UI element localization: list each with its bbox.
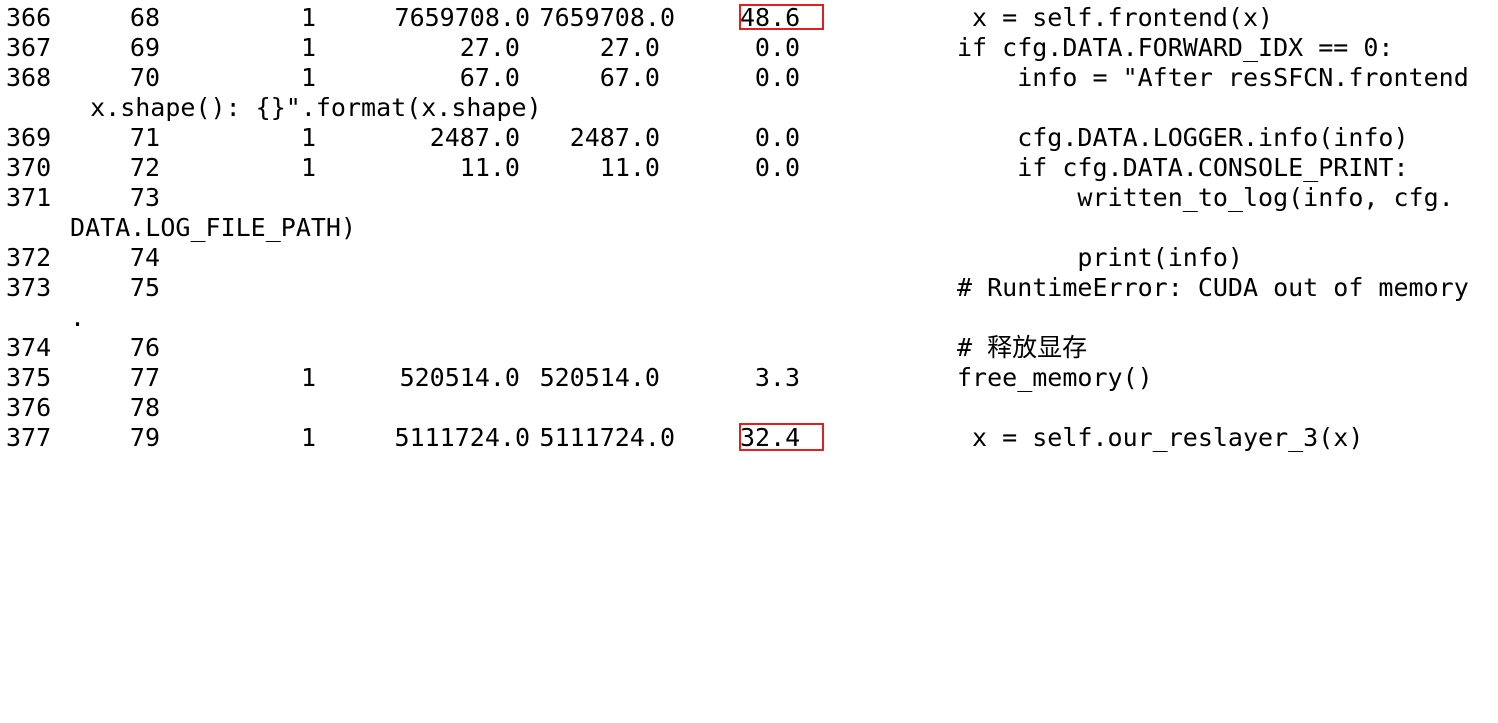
hits: 1 — [300, 3, 316, 32]
source-line-number: 71 — [129, 123, 160, 152]
source-line-number: 75 — [129, 273, 160, 302]
line-number: 377 — [6, 423, 52, 452]
source-line-number: 70 — [129, 63, 160, 92]
percent-time: 0.0 — [754, 33, 800, 62]
wrapped-line: . — [0, 303, 1498, 333]
line-contents: # RuntimeError: CUDA out of memory — [957, 273, 1469, 302]
line-contents: if cfg.DATA.FORWARD_IDX == 0: — [957, 33, 1394, 62]
table-row: 366 68 1 7659708.0 7659708.0 48.6 x = se… — [0, 3, 1498, 33]
table-row: 367 69 1 27.0 27.0 0.0 if cfg.DATA.FORWA… — [0, 33, 1498, 63]
table-row: 376 78 — [0, 393, 1498, 423]
per-hit: 11.0 — [599, 153, 660, 182]
line-number: 373 — [6, 273, 52, 302]
percent-time: 3.3 — [754, 363, 800, 392]
line-number: 368 — [6, 63, 52, 92]
percent-time: 0.0 — [754, 63, 800, 92]
line-number: 372 — [6, 243, 52, 272]
per-hit: 67.0 — [599, 63, 660, 92]
per-hit: 5111724.0 — [539, 423, 675, 452]
highlight-box — [739, 423, 824, 451]
time: 520514.0 — [399, 363, 520, 392]
hits: 1 — [300, 363, 316, 392]
hits: 1 — [300, 423, 316, 452]
time: 11.0 — [459, 153, 520, 182]
source-line-number: 76 — [129, 333, 160, 362]
per-hit: 2487.0 — [569, 123, 660, 152]
hits: 1 — [300, 33, 316, 62]
hits: 1 — [300, 123, 316, 152]
line-number: 366 — [6, 3, 52, 32]
line-contents: info = "After resSFCN.frontend — [957, 63, 1469, 92]
percent-time: 32.4 — [740, 423, 801, 452]
time: 67.0 — [459, 63, 520, 92]
per-hit: 520514.0 — [539, 363, 660, 392]
table-row: 370 72 1 11.0 11.0 0.0 if cfg.DATA.CONSO… — [0, 153, 1498, 183]
line-number: 371 — [6, 183, 52, 212]
table-row: 368 70 1 67.0 67.0 0.0 info = "After res… — [0, 63, 1498, 93]
table-row: 369 71 1 2487.0 2487.0 0.0 cfg.DATA.LOGG… — [0, 123, 1498, 153]
time: 2487.0 — [429, 123, 520, 152]
table-row: 375 77 1 520514.0 520514.0 3.3 free_memo… — [0, 363, 1498, 393]
highlight-box — [739, 4, 824, 30]
source-line-number: 72 — [129, 153, 160, 182]
source-line-number: 78 — [129, 393, 160, 422]
hits: 1 — [300, 63, 316, 92]
table-row: 371 73 written_to_log(info, cfg. — [0, 183, 1498, 213]
time: 27.0 — [459, 33, 520, 62]
line-number: 375 — [6, 363, 52, 392]
per-hit: 27.0 — [599, 33, 660, 62]
line-contents: x = self.our_reslayer_3(x) — [957, 423, 1364, 452]
line-profiler-output: 366 68 1 7659708.0 7659708.0 48.6 x = se… — [0, 3, 1498, 453]
wrapped-text: DATA.LOG_FILE_PATH) — [55, 213, 357, 242]
percent-time: 0.0 — [754, 123, 800, 152]
table-row: 372 74 print(info) — [0, 243, 1498, 273]
source-line-number: 73 — [129, 183, 160, 212]
line-contents: written_to_log(info, cfg. — [957, 183, 1454, 212]
table-row: 374 76 # 释放显存 — [0, 333, 1498, 363]
line-number: 374 — [6, 333, 52, 362]
line-number: 370 — [6, 153, 52, 182]
line-contents: # 释放显存 — [957, 333, 1088, 362]
source-line-number: 77 — [129, 363, 160, 392]
time: 5111724.0 — [394, 423, 530, 452]
time: 7659708.0 — [394, 3, 530, 32]
wrapped-text: . — [70, 303, 86, 332]
percent-time: 0.0 — [754, 153, 800, 182]
hits: 1 — [300, 153, 316, 182]
wrapped-line: x.shape(): {}".format(x.shape) — [0, 93, 1498, 123]
source-line-number: 69 — [129, 33, 160, 62]
table-row: 373 75 # RuntimeError: CUDA out of memor… — [0, 273, 1498, 303]
wrapped-line: DATA.LOG_FILE_PATH) — [0, 213, 1498, 243]
source-line-number: 74 — [129, 243, 160, 272]
table-row: 377 79 1 5111724.0 5111724.0 32.4 x = se… — [0, 423, 1498, 453]
line-contents: free_memory() — [957, 363, 1153, 392]
line-number: 369 — [6, 123, 52, 152]
source-line-number: 68 — [129, 3, 160, 32]
percent-time: 48.6 — [740, 3, 801, 32]
per-hit: 7659708.0 — [539, 3, 675, 32]
line-contents: cfg.DATA.LOGGER.info(info) — [957, 123, 1409, 152]
line-contents: if cfg.DATA.CONSOLE_PRINT: — [957, 153, 1409, 182]
source-line-number: 79 — [129, 423, 160, 452]
wrapped-text: x.shape(): {}".format(x.shape) — [60, 93, 542, 122]
line-number: 367 — [6, 33, 52, 62]
line-contents: print(info) — [957, 243, 1243, 272]
line-number: 376 — [6, 393, 52, 422]
line-contents: x = self.frontend(x) — [957, 3, 1274, 32]
